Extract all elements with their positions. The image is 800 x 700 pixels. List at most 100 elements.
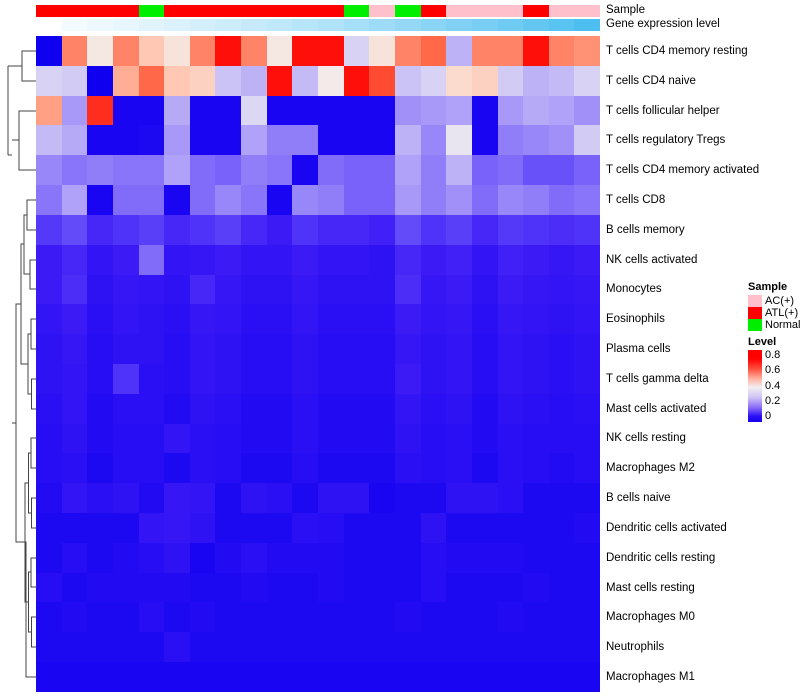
heatmap-cell[interactable] [36,393,62,424]
heatmap-cell[interactable] [548,36,575,66]
heatmap-cell[interactable] [215,393,242,424]
heatmap-cell[interactable] [266,125,293,156]
heatmap-cell[interactable] [266,602,293,633]
annotation-cell-gene-expression-level[interactable] [343,19,370,31]
heatmap-cell[interactable] [189,363,216,394]
heatmap-cell[interactable] [87,244,113,275]
heatmap-cell[interactable] [61,572,88,603]
heatmap-cell[interactable] [497,513,524,543]
heatmap-cell[interactable] [446,214,472,245]
heatmap-cell[interactable] [369,36,395,66]
heatmap-cell[interactable] [394,304,421,335]
heatmap-cell[interactable] [369,483,395,513]
heatmap-cell[interactable] [446,274,472,305]
heatmap-cell[interactable] [497,483,524,513]
heatmap-cell[interactable] [369,393,395,424]
heatmap-cell[interactable] [318,36,344,66]
heatmap-cell[interactable] [164,363,190,394]
heatmap-cell[interactable] [215,513,242,543]
heatmap-cell[interactable] [318,185,344,215]
heatmap-cell[interactable] [369,65,395,96]
heatmap-cell[interactable] [369,304,395,335]
heatmap-cell[interactable] [574,65,601,96]
heatmap-cell[interactable] [497,572,524,603]
heatmap-cell[interactable] [241,423,267,454]
heatmap-cell[interactable] [138,214,165,245]
heatmap-cell[interactable] [112,572,139,603]
heatmap-cell[interactable] [36,185,62,215]
heatmap-cell[interactable] [266,632,293,663]
heatmap-cell[interactable] [343,334,370,364]
heatmap-cell[interactable] [523,304,549,335]
heatmap-cell[interactable] [189,572,216,603]
heatmap-cell[interactable] [369,572,395,603]
heatmap-cell[interactable] [241,363,267,394]
heatmap-cell[interactable] [266,185,293,215]
heatmap-cell[interactable] [446,542,472,573]
annotation-cell-sample[interactable] [523,5,549,17]
annotation-cell-sample[interactable] [164,5,190,17]
heatmap-cell[interactable] [215,185,242,215]
heatmap-cell[interactable] [292,483,319,513]
heatmap-cell[interactable] [471,334,498,364]
heatmap-cell[interactable] [548,334,575,364]
heatmap-cell[interactable] [138,483,165,513]
heatmap-cell[interactable] [343,393,370,424]
heatmap-cell[interactable] [394,65,421,96]
heatmap-cell[interactable] [497,65,524,96]
heatmap-cell[interactable] [471,572,498,603]
heatmap-cell[interactable] [369,334,395,364]
heatmap-cell[interactable] [420,662,447,692]
heatmap-cell[interactable] [523,155,549,186]
heatmap-cell[interactable] [292,274,319,305]
heatmap-cell[interactable] [420,36,447,66]
heatmap-cell[interactable] [497,214,524,245]
heatmap-cell[interactable] [61,453,88,484]
heatmap-cell[interactable] [61,363,88,394]
heatmap-cell[interactable] [369,602,395,633]
heatmap-cell[interactable] [61,125,88,156]
heatmap-cell[interactable] [394,95,421,126]
heatmap-cell[interactable] [215,602,242,633]
heatmap-cell[interactable] [164,632,190,663]
heatmap-cell[interactable] [343,274,370,305]
heatmap-cell[interactable] [420,572,447,603]
heatmap-cell[interactable] [548,304,575,335]
heatmap-cell[interactable] [574,572,601,603]
heatmap-cell[interactable] [574,334,601,364]
heatmap-cell[interactable] [523,334,549,364]
annotation-cell-sample[interactable] [369,5,395,17]
heatmap-cell[interactable] [189,334,216,364]
heatmap-cell[interactable] [523,483,549,513]
heatmap-cell[interactable] [471,423,498,454]
annotation-cell-gene-expression-level[interactable] [420,19,447,31]
legend-item-sample[interactable]: ATL(+) [748,307,800,319]
heatmap-cell[interactable] [112,453,139,484]
heatmap-cell[interactable] [420,95,447,126]
heatmap-cell[interactable] [36,304,62,335]
heatmap-cell[interactable] [497,393,524,424]
heatmap-cell[interactable] [87,572,113,603]
heatmap-cell[interactable] [318,125,344,156]
heatmap-cell[interactable] [61,513,88,543]
annotation-cell-gene-expression-level[interactable] [471,19,498,31]
heatmap-cell[interactable] [266,36,293,66]
heatmap-cell[interactable] [266,334,293,364]
annotation-cell-sample[interactable] [292,5,319,17]
heatmap-cell[interactable] [164,95,190,126]
heatmap-cell[interactable] [241,334,267,364]
heatmap-cell[interactable] [87,334,113,364]
heatmap-cell[interactable] [420,453,447,484]
heatmap-cell[interactable] [241,244,267,275]
heatmap-cell[interactable] [446,393,472,424]
heatmap-cell[interactable] [523,393,549,424]
heatmap-cell[interactable] [36,602,62,633]
heatmap-cell[interactable] [292,453,319,484]
heatmap-cell[interactable] [523,95,549,126]
heatmap-cell[interactable] [266,393,293,424]
heatmap-cell[interactable] [497,244,524,275]
heatmap-cell[interactable] [548,363,575,394]
heatmap-cell[interactable] [112,363,139,394]
heatmap-cell[interactable] [292,572,319,603]
heatmap-cell[interactable] [471,155,498,186]
